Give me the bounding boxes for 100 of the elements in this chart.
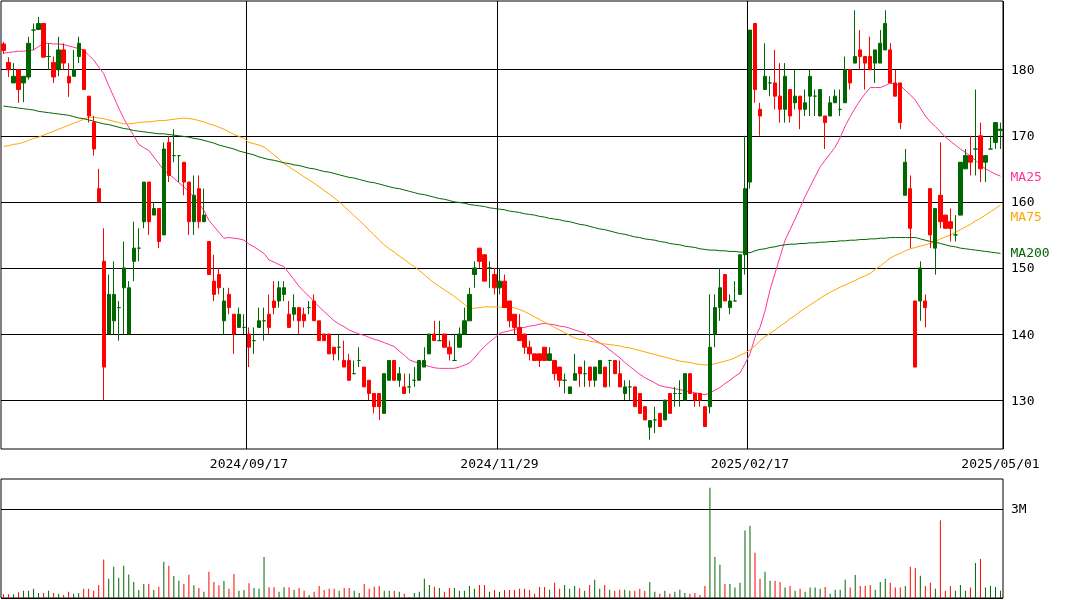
candlestick [573,353,577,381]
candlestick [923,293,927,328]
candlestick [162,141,166,236]
candlestick [903,148,907,196]
candlestick [492,267,497,295]
candlestick [918,260,922,322]
candlestick [562,373,567,394]
candlestick [41,22,46,58]
candlestick [16,69,21,104]
candlestick [427,333,431,355]
candlestick [432,320,436,342]
candlestick [257,307,261,328]
candlestick [67,62,71,98]
candlestick [838,89,842,117]
y-tick-label: 180 [1011,62,1035,78]
candlestick [487,260,492,289]
candlestick [758,102,762,137]
candlestick [968,135,973,176]
candlestick [583,359,587,388]
candlestick [843,56,847,104]
series-label: MA200 [1010,245,1050,261]
candlestick [172,128,176,163]
candlestick [818,89,822,117]
candlestick [267,293,271,335]
y-tick-label: 160 [1011,194,1035,210]
candlestick [578,366,582,388]
candlestick [588,366,592,388]
candlestick [988,135,993,150]
candlestick [117,300,121,342]
candlestick [6,56,11,78]
candlestick [452,333,457,361]
candlestick [232,313,236,355]
candlestick [628,379,632,401]
candlestick [262,307,266,342]
candlestick [61,42,66,71]
y-tick-label: 130 [1011,392,1035,408]
candlestick [437,320,442,342]
candlestick [608,359,612,388]
candlestick [1,41,6,55]
candlestick [973,89,978,176]
candlestick [703,406,707,428]
candlestick [197,174,201,229]
candlestick [51,56,56,84]
candlestick [848,69,852,91]
candlestick [663,399,667,421]
candlestick [788,89,792,124]
candlestick [803,89,807,117]
candlestick [793,69,797,110]
candlestick [472,260,477,289]
candlestick [748,29,752,190]
candlestick [783,62,787,124]
candlestick [147,181,151,236]
y-tick-label: 140 [1011,326,1035,342]
candlestick [673,386,677,408]
candlestick [402,373,406,394]
candlestick [798,95,802,130]
series-label: MA75 [1010,209,1042,225]
candlestick [853,9,857,64]
candlestick [307,300,311,315]
candlestick [272,280,276,315]
candlestick [753,22,757,104]
candlestick [658,412,662,428]
candlestick [87,95,91,124]
candlestick [352,359,356,375]
candlestick [908,174,912,249]
x-tick-label: 2024/11/29 [460,456,539,471]
candlestick [648,420,652,441]
candlestick [978,122,983,183]
candlestick [97,168,101,203]
candlestick [247,326,251,368]
candlestick [547,346,552,361]
candlestick [227,287,231,315]
candlestick [102,227,106,401]
candlestick [568,386,572,394]
candlestick [72,49,76,77]
candlestick [222,287,226,335]
candlestick [392,359,396,381]
candlestick [768,75,772,97]
series-label: MA25 [1010,168,1042,184]
line-series [3,116,1001,366]
y-tick-label: 3M [1011,501,1027,517]
candlestick [763,42,767,91]
candlestick [623,379,627,401]
candlestick [728,293,732,315]
candlestick [157,207,161,249]
candlestick [177,155,181,183]
candlestick [928,188,932,249]
candlestick [397,366,401,388]
candlestick [653,406,657,434]
candlestick [407,373,411,394]
candlestick [202,188,206,223]
candlestick [983,155,988,183]
candlestick [723,274,727,302]
candlestick [11,62,16,84]
candlestick [292,293,296,322]
x-tick-label: 2025/05/01 [961,456,1040,471]
candlestick [77,36,81,64]
candlestick [823,115,827,150]
candlestick [167,135,171,183]
candlestick [808,69,812,117]
